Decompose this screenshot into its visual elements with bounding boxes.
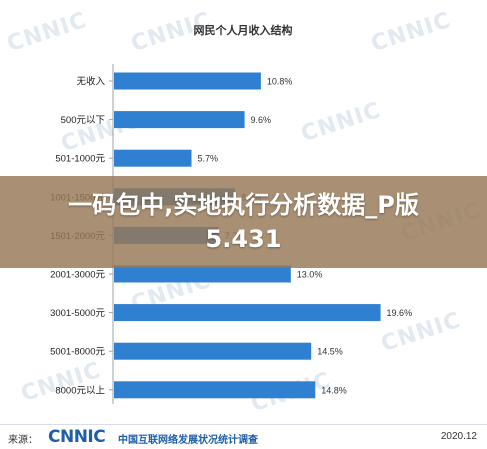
bar: [114, 265, 291, 283]
source-org: 中国互联网络发展状况统计调查: [118, 435, 258, 446]
bar: [114, 381, 316, 399]
data-label: 13.0%: [297, 270, 323, 280]
source-date: 2020.12: [440, 431, 477, 442]
category-label: 无收入: [76, 76, 105, 88]
bar: [114, 304, 381, 322]
data-label: 19.6%: [387, 308, 413, 318]
chart-title: 网民个人月收入结构: [194, 23, 293, 37]
bar: [114, 72, 261, 90]
data-label: 9.6%: [251, 115, 272, 125]
footer: 来源： CNNIC 中国互联网络发展状况统计调查 2020.12: [0, 424, 487, 449]
category-label: 2001-3000元: [50, 270, 105, 281]
bars-layer: 无收入10.8%500元以下9.6%501-1000元5.7%1001-1500…: [50, 64, 412, 404]
category-label: 8000元以上: [55, 385, 105, 396]
data-label: 5.7%: [198, 154, 219, 164]
data-label: 14.5%: [317, 347, 343, 357]
category-label: 501-1000元: [55, 154, 105, 165]
category-label: 5001-8000元: [50, 347, 105, 358]
bar: [114, 342, 312, 360]
source-label: 来源：: [8, 435, 38, 446]
banner-text: 一码包中,实地执行分析数据_P版5.431: [68, 191, 419, 253]
category-label: 500元以下: [61, 115, 105, 126]
data-label: 10.8%: [267, 77, 293, 87]
bar: [114, 149, 192, 167]
data-label: 14.8%: [321, 385, 347, 395]
cnnic-logo: CNNIC: [48, 427, 106, 447]
bar-chart: 网民个人月收入结构 无收入 10.8% 500元以下 9.6% 501-1000元 5.7…: [50, 23, 412, 404]
overlay-banner: 一码包中,实地执行分析数据_P版5.431: [0, 176, 487, 268]
category-label: 3001-5000元: [50, 308, 105, 319]
bar: [114, 111, 245, 129]
